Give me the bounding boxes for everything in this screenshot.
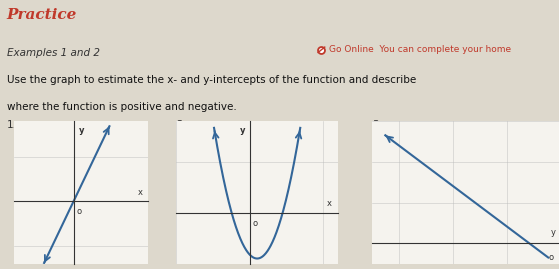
Text: o: o [253, 219, 258, 228]
Text: y: y [79, 126, 84, 134]
Text: 2.: 2. [176, 120, 186, 130]
Text: y: y [239, 126, 245, 135]
Text: Go Online  You can complete your home: Go Online You can complete your home [329, 45, 511, 54]
Text: 1.: 1. [7, 120, 17, 130]
Text: Use the graph to estimate the x- and y-intercepts of the function and describe: Use the graph to estimate the x- and y-i… [7, 75, 416, 85]
Text: y: y [551, 228, 556, 237]
Text: x: x [138, 188, 143, 197]
Text: o: o [548, 253, 553, 263]
Text: x: x [326, 199, 331, 208]
Text: Examples 1 and 2: Examples 1 and 2 [7, 48, 100, 58]
Text: Practice: Practice [7, 8, 77, 22]
Text: where the function is positive and negative.: where the function is positive and negat… [7, 102, 236, 112]
Text: o: o [77, 207, 82, 215]
Text: 3.: 3. [372, 120, 382, 130]
